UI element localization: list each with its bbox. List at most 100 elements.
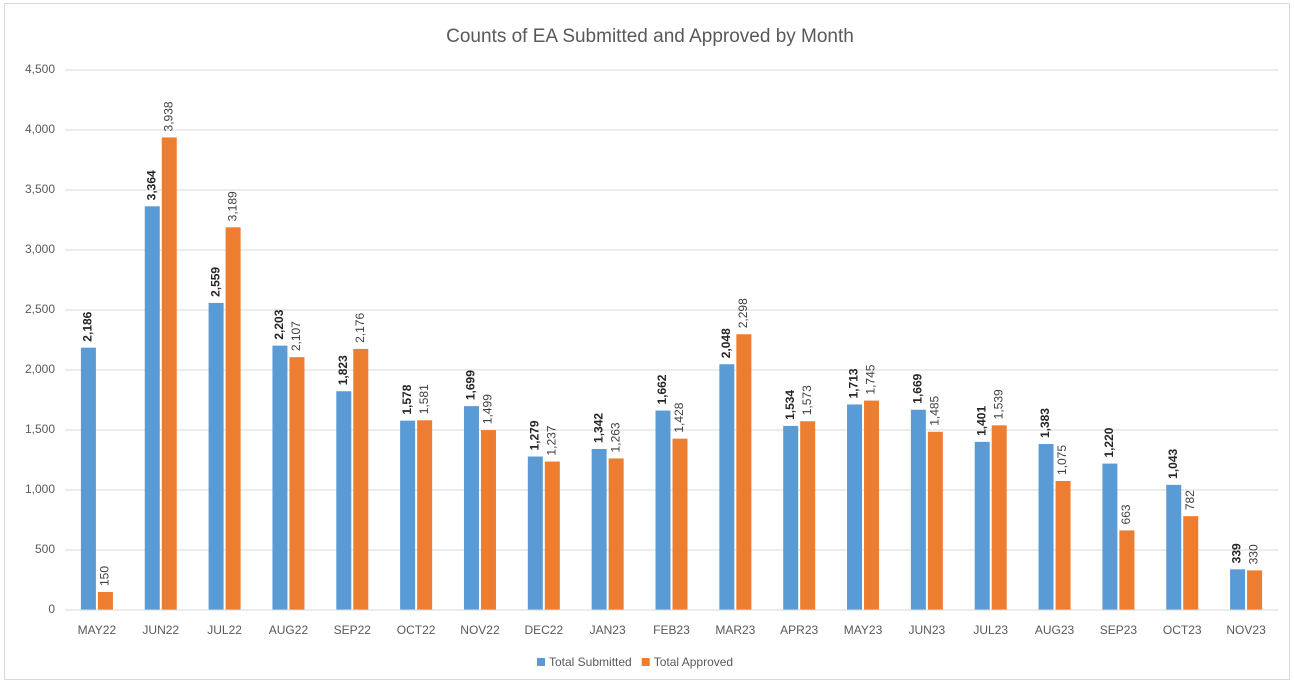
value-label: 1,383: [1038, 408, 1052, 438]
value-label: 150: [98, 566, 112, 586]
value-label: 2,203: [272, 309, 286, 339]
bar: [974, 441, 990, 610]
value-label: 1,581: [417, 384, 431, 414]
x-tick-label: SEP23: [1100, 623, 1138, 637]
bar: [353, 348, 369, 610]
bar: [655, 410, 671, 610]
value-label: 1,539: [991, 389, 1005, 419]
bar: [97, 592, 113, 610]
bar: [800, 421, 816, 610]
value-label: 1,043: [1166, 448, 1180, 478]
value-label: 2,298: [736, 298, 750, 328]
chart-border: [4, 3, 1290, 680]
y-tick-label: 1,500: [25, 422, 55, 436]
x-tick-label: AUG22: [269, 623, 309, 637]
y-tick-label: 3,000: [25, 242, 55, 256]
value-label: 1,534: [783, 390, 797, 420]
bar: [1166, 484, 1182, 610]
value-label: 1,662: [655, 374, 669, 404]
x-tick-label: MAR23: [715, 623, 755, 637]
bar: [1247, 570, 1263, 610]
bar: [463, 406, 479, 610]
x-tick-label: OCT23: [1163, 623, 1202, 637]
bar: [847, 404, 863, 610]
bar: [591, 448, 607, 610]
bar: [783, 425, 799, 610]
value-label: 1,573: [800, 385, 814, 415]
legend-swatch: [641, 658, 650, 666]
value-label: 3,938: [161, 101, 175, 131]
x-tick-label: SEP22: [334, 623, 372, 637]
x-tick-label: JUL23: [973, 623, 1008, 637]
value-label: 1,578: [400, 384, 414, 414]
x-tick-label: JUL22: [207, 623, 242, 637]
value-label: 1,499: [481, 394, 495, 424]
bar: [400, 420, 416, 610]
x-tick-label: NOV22: [460, 623, 500, 637]
value-label: 1,485: [928, 395, 942, 425]
legend-swatch: [537, 658, 545, 666]
bar: [80, 347, 96, 610]
bar: [544, 461, 560, 610]
bar: [608, 458, 624, 610]
chart-title: Counts of EA Submitted and Approved by M…: [446, 26, 854, 47]
legend-label: Total Submitted: [549, 655, 632, 669]
value-label: 1,237: [544, 425, 558, 455]
x-tick-label: APR23: [780, 623, 818, 637]
bar: [1183, 516, 1199, 610]
y-tick-label: 1,000: [25, 482, 55, 496]
bar: [417, 420, 433, 610]
x-tick-label: OCT22: [397, 623, 436, 637]
bar: [208, 302, 224, 610]
bar: [927, 431, 943, 610]
value-label: 2,107: [289, 321, 303, 351]
value-label: 1,428: [672, 402, 686, 432]
x-tick-label: MAY23: [844, 623, 883, 637]
value-label: 339: [1230, 543, 1244, 563]
x-tick-label: JAN23: [590, 623, 626, 637]
value-label: 3,364: [144, 170, 158, 200]
value-label: 3,189: [225, 191, 239, 221]
y-tick-label: 3,500: [25, 182, 55, 196]
value-label: 663: [1119, 504, 1133, 524]
legend-label: Total Approved: [654, 655, 733, 669]
x-tick-label: JUN23: [909, 623, 946, 637]
bar: [527, 456, 543, 610]
value-label: 2,048: [719, 328, 733, 358]
value-label: 1,699: [464, 370, 478, 400]
bar: [289, 357, 305, 610]
y-tick-label: 4,500: [25, 62, 55, 76]
bar: [864, 400, 880, 610]
value-label: 1,823: [336, 355, 350, 385]
bar: [1230, 569, 1246, 610]
value-label: 2,176: [353, 313, 367, 343]
value-label: 1,075: [1055, 445, 1069, 475]
y-tick-label: 0: [48, 602, 55, 616]
value-label: 1,342: [591, 413, 605, 443]
value-label: 1,401: [974, 406, 988, 436]
value-label: 330: [1247, 544, 1261, 564]
bar: [1055, 481, 1071, 610]
bar: [272, 345, 288, 610]
x-tick-label: FEB23: [653, 623, 690, 637]
x-tick-label: AUG23: [1035, 623, 1075, 637]
x-tick-label: NOV23: [1226, 623, 1266, 637]
bar: [736, 334, 752, 610]
y-tick-label: 2,500: [25, 302, 55, 316]
bar: [161, 137, 177, 610]
bar: [910, 409, 926, 610]
x-tick-label: MAY22: [78, 623, 117, 637]
bar: [991, 425, 1007, 610]
y-tick-label: 4,000: [25, 122, 55, 136]
value-label: 1,669: [911, 373, 925, 403]
bar: [672, 438, 688, 610]
bar: [719, 364, 735, 610]
value-label: 2,186: [81, 311, 95, 341]
bar: [225, 227, 241, 610]
x-tick-label: DEC22: [524, 623, 563, 637]
y-tick-label: 2,000: [25, 362, 55, 376]
value-label: 2,559: [208, 267, 222, 297]
bar: [336, 391, 352, 610]
value-label: 1,263: [608, 422, 622, 452]
